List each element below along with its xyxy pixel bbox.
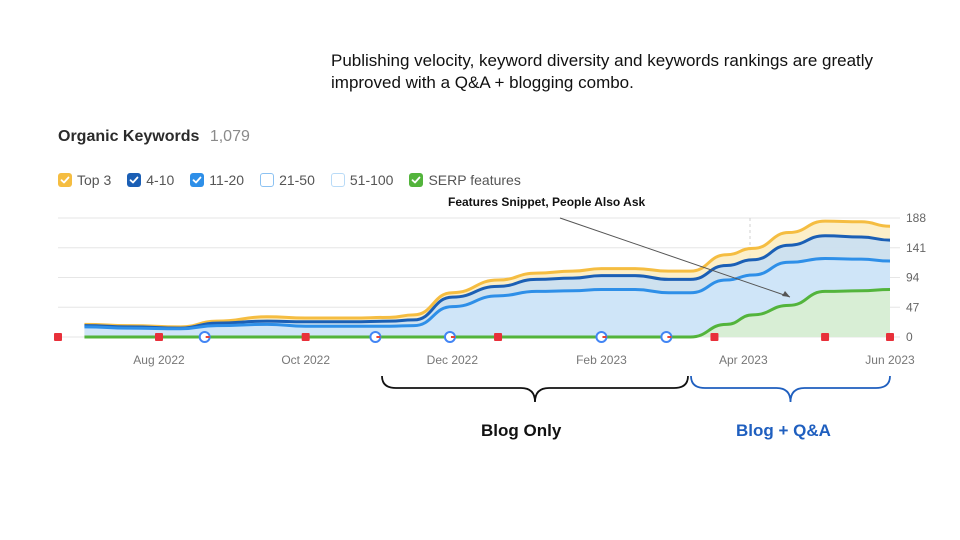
arrow-head-icon xyxy=(782,291,790,297)
series-line-11-20 xyxy=(84,257,891,331)
legend-item-21-50[interactable]: 21-50 xyxy=(260,172,315,188)
legend-label: 4-10 xyxy=(146,172,175,188)
legend-label: SERP features xyxy=(428,172,521,188)
series-line-4-10 xyxy=(84,234,891,330)
checkbox-checked-icon[interactable] xyxy=(409,173,424,187)
flag-icon xyxy=(494,333,503,341)
card-title: Organic Keywords 1,079 xyxy=(58,128,250,146)
flag-icon xyxy=(821,333,830,341)
legend: Top 3 4-10 11-20 21-50 51-100 SERP features xyxy=(58,172,521,188)
series-line-top-3 xyxy=(84,219,891,329)
legend-label: Top 3 xyxy=(77,172,112,188)
annotation-label: Features Snippet, People Also Ask xyxy=(448,195,646,209)
blog-only-label: Blog Only xyxy=(481,421,562,440)
y-tick-label: 0 xyxy=(906,330,913,344)
flag-icon xyxy=(154,333,163,341)
checkbox-checked-icon[interactable] xyxy=(190,173,205,187)
x-tick-label: Jun 2023 xyxy=(865,353,915,367)
organic-keywords-chart: 0 47 94 141 188 Aug 2022 Oct 2022 Dec 2022 Feb 2… xyxy=(54,211,926,403)
flag-icon xyxy=(301,333,310,341)
y-tick-label: 141 xyxy=(906,241,926,255)
blog-qa-brace xyxy=(690,375,891,403)
legend-label: 21-50 xyxy=(279,172,315,188)
checkbox-empty-icon[interactable] xyxy=(260,173,275,187)
y-tick-label: 188 xyxy=(906,211,926,225)
flag-icon xyxy=(710,333,719,341)
legend-item-4-10[interactable]: 4-10 xyxy=(127,172,174,188)
series-area-serp-features xyxy=(84,289,890,337)
legend-label: 11-20 xyxy=(209,172,245,188)
legend-item-51-100[interactable]: 51-100 xyxy=(330,172,394,188)
y-tick-label: 47 xyxy=(906,300,920,314)
legend-item-top-3[interactable]: Top 3 xyxy=(58,172,111,188)
x-tick-label: Dec 2022 xyxy=(427,353,479,367)
legend-label: 51-100 xyxy=(349,172,394,188)
blog-qa-label: Blog + Q&A xyxy=(736,421,831,440)
checkbox-checked-icon[interactable] xyxy=(58,173,72,187)
keyword-count: 1,079 xyxy=(209,128,250,145)
annotation-arrow xyxy=(559,217,791,298)
checkbox-checked-icon[interactable] xyxy=(127,173,142,187)
x-tick-label: Feb 2023 xyxy=(576,353,627,367)
flag-icon xyxy=(54,333,62,341)
card-title-text: Organic Keywords xyxy=(58,128,200,145)
legend-item-serp-features[interactable]: SERP features xyxy=(409,172,521,188)
x-tick-label: Oct 2022 xyxy=(281,353,330,367)
blog-only-brace xyxy=(381,375,689,403)
headline: Publishing velocity, keyword diversity a… xyxy=(331,51,874,92)
flag-icon xyxy=(886,333,894,341)
legend-item-11-20[interactable]: 11-20 xyxy=(190,172,244,188)
y-tick-label: 94 xyxy=(906,271,920,285)
series-line-serp-features xyxy=(84,288,891,339)
x-tick-label: Aug 2022 xyxy=(133,353,185,367)
checkbox-empty-icon[interactable] xyxy=(330,173,345,187)
x-tick-label: Apr 2023 xyxy=(719,353,768,367)
